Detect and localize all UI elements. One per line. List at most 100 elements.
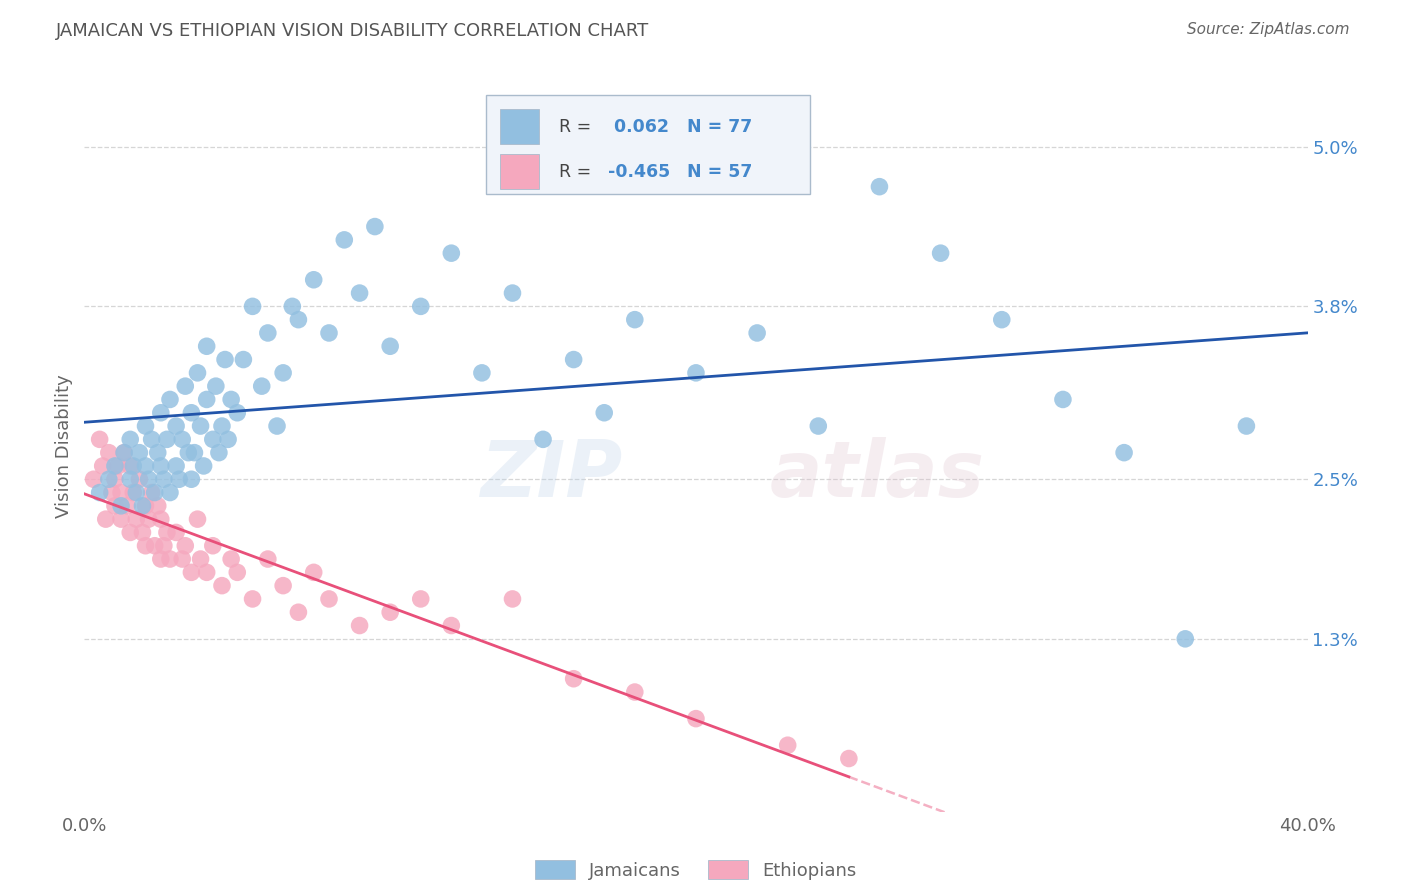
- Point: [146, 499, 169, 513]
- Point: [685, 366, 707, 380]
- Point: [219, 552, 242, 566]
- Point: [195, 339, 218, 353]
- Point: [349, 286, 371, 301]
- Point: [257, 326, 280, 340]
- Point: [257, 552, 280, 566]
- Point: [143, 539, 166, 553]
- Text: -0.465: -0.465: [607, 163, 671, 181]
- Point: [190, 419, 212, 434]
- Point: [128, 472, 150, 486]
- Point: [141, 433, 163, 447]
- Point: [624, 685, 647, 699]
- Text: 0.062: 0.062: [607, 118, 669, 136]
- Point: [226, 406, 249, 420]
- Point: [869, 179, 891, 194]
- Point: [287, 312, 309, 326]
- Text: R =: R =: [560, 163, 596, 181]
- Point: [531, 433, 554, 447]
- Point: [186, 512, 208, 526]
- Point: [97, 445, 120, 459]
- Text: atlas: atlas: [769, 437, 984, 513]
- Point: [153, 472, 176, 486]
- Point: [333, 233, 356, 247]
- Point: [149, 458, 172, 473]
- Point: [747, 326, 769, 340]
- Point: [165, 419, 187, 434]
- Point: [94, 512, 117, 526]
- Point: [156, 525, 179, 540]
- Point: [624, 312, 647, 326]
- Point: [174, 539, 197, 553]
- Point: [159, 392, 181, 407]
- Point: [101, 485, 124, 500]
- Point: [91, 458, 114, 473]
- Point: [685, 712, 707, 726]
- Point: [104, 499, 127, 513]
- Point: [135, 539, 157, 553]
- Point: [266, 419, 288, 434]
- Point: [226, 566, 249, 580]
- Point: [149, 406, 172, 420]
- Point: [214, 352, 236, 367]
- Point: [502, 286, 524, 301]
- Point: [83, 472, 105, 486]
- Text: N = 77: N = 77: [675, 118, 752, 136]
- Point: [562, 352, 585, 367]
- Point: [167, 472, 190, 486]
- Point: [120, 472, 142, 486]
- Point: [120, 433, 142, 447]
- Point: [186, 366, 208, 380]
- Point: [193, 458, 215, 473]
- Point: [471, 366, 494, 380]
- Point: [250, 379, 273, 393]
- Point: [138, 512, 160, 526]
- Point: [177, 445, 200, 459]
- Point: [201, 539, 224, 553]
- Point: [562, 672, 585, 686]
- Text: N = 57: N = 57: [675, 163, 752, 181]
- Point: [125, 485, 148, 500]
- Point: [302, 566, 325, 580]
- Point: [217, 433, 239, 447]
- Point: [502, 591, 524, 606]
- Point: [125, 512, 148, 526]
- Point: [195, 392, 218, 407]
- Point: [180, 566, 202, 580]
- Point: [174, 379, 197, 393]
- Point: [172, 552, 194, 566]
- Point: [232, 352, 254, 367]
- Point: [172, 433, 194, 447]
- Point: [122, 485, 145, 500]
- Point: [281, 299, 304, 313]
- Point: [349, 618, 371, 632]
- Y-axis label: Vision Disability: Vision Disability: [55, 374, 73, 518]
- Point: [271, 366, 294, 380]
- Point: [112, 445, 135, 459]
- Point: [120, 525, 142, 540]
- FancyBboxPatch shape: [501, 154, 540, 189]
- Point: [593, 406, 616, 420]
- Point: [180, 472, 202, 486]
- Point: [211, 419, 233, 434]
- Point: [159, 485, 181, 500]
- Point: [131, 525, 153, 540]
- Point: [97, 472, 120, 486]
- Point: [287, 605, 309, 619]
- Point: [149, 512, 172, 526]
- Text: ZIP: ZIP: [481, 437, 623, 513]
- FancyBboxPatch shape: [501, 109, 540, 145]
- Text: JAMAICAN VS ETHIOPIAN VISION DISABILITY CORRELATION CHART: JAMAICAN VS ETHIOPIAN VISION DISABILITY …: [56, 22, 650, 40]
- Point: [242, 299, 264, 313]
- Point: [318, 591, 340, 606]
- Point: [1174, 632, 1197, 646]
- Point: [776, 738, 799, 752]
- Point: [440, 246, 463, 260]
- Point: [107, 458, 129, 473]
- Point: [110, 512, 132, 526]
- Point: [409, 299, 432, 313]
- Point: [364, 219, 387, 234]
- Point: [146, 445, 169, 459]
- Point: [380, 605, 402, 619]
- Point: [143, 485, 166, 500]
- Point: [1114, 445, 1136, 459]
